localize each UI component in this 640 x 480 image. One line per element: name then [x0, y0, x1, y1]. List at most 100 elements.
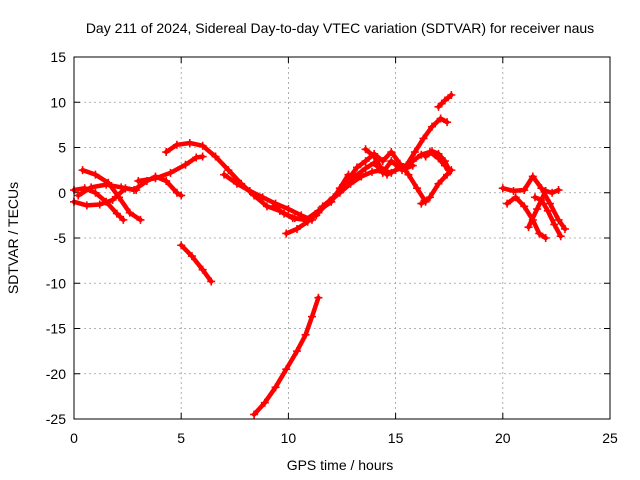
data-point	[548, 188, 557, 197]
x-tick-label: 10	[281, 430, 297, 446]
data-point	[537, 195, 546, 204]
y-tick-label: -25	[46, 411, 66, 427]
data-point	[443, 170, 452, 179]
series-trace	[251, 295, 321, 417]
data-point	[198, 141, 207, 150]
y-tick-label: -20	[46, 366, 66, 382]
data-point	[78, 166, 87, 175]
data-point	[498, 184, 507, 193]
x-tick-label: 0	[70, 430, 78, 446]
data-point	[198, 152, 207, 161]
data-point	[162, 148, 171, 157]
data-point	[102, 197, 111, 206]
series-arc18	[250, 293, 323, 419]
data-point	[232, 179, 241, 188]
data-point	[125, 208, 134, 217]
data-point	[541, 186, 550, 195]
data-point	[511, 193, 520, 202]
data-point	[82, 201, 91, 210]
data-point	[541, 234, 550, 242]
data-point	[528, 172, 537, 181]
data-point	[417, 199, 426, 208]
data-point	[177, 191, 186, 200]
series-arc4	[74, 172, 186, 200]
series-arc20	[503, 193, 550, 242]
data-point	[301, 330, 310, 339]
data-point	[329, 193, 338, 202]
data-point	[434, 179, 443, 188]
data-point	[112, 209, 121, 218]
data-point	[425, 193, 434, 202]
data-point	[290, 214, 299, 223]
data-point	[187, 252, 196, 261]
chart-title: Day 211 of 2024, Sidereal Day-to-day VTE…	[86, 20, 594, 36]
data-point	[130, 186, 139, 195]
series-arc8	[269, 170, 353, 224]
data-point	[440, 157, 449, 166]
series-trace	[76, 174, 184, 198]
series-arc13	[402, 114, 452, 170]
data-point	[520, 186, 529, 195]
data-point	[280, 209, 289, 218]
data-point	[314, 208, 323, 217]
plot-frame	[73, 56, 611, 420]
y-tick-label: 15	[50, 49, 66, 65]
data-point	[560, 224, 569, 233]
series-trace	[221, 172, 315, 223]
data-point	[342, 177, 351, 186]
data-point	[524, 223, 533, 232]
data-point	[434, 149, 443, 158]
data-point	[361, 145, 370, 154]
series-arc19	[498, 172, 569, 233]
data-point	[554, 186, 563, 195]
data-point	[434, 102, 443, 111]
series-trace	[136, 154, 205, 184]
data-point	[537, 184, 546, 193]
data-point	[383, 170, 392, 179]
data-point	[151, 174, 160, 183]
data-point	[119, 215, 128, 224]
data-point	[292, 224, 301, 233]
data-point	[172, 188, 181, 197]
series-trace	[284, 167, 394, 236]
data-point	[443, 118, 452, 127]
series-arc9	[282, 166, 396, 238]
data-point	[387, 157, 396, 166]
data-point	[361, 157, 370, 166]
data-point	[440, 96, 449, 105]
data-point	[258, 193, 267, 202]
x-tick-label: 5	[177, 430, 185, 446]
data-point	[307, 312, 316, 321]
series-arc22	[530, 193, 565, 241]
y-axis-label: SDTVAR / TECUs	[5, 182, 21, 294]
data-point	[245, 186, 254, 195]
series-arc16	[434, 91, 456, 111]
series-arc2	[78, 166, 145, 224]
data-point	[115, 193, 124, 202]
data-point	[535, 229, 544, 238]
series-arc11	[342, 148, 430, 206]
data-point	[447, 91, 456, 100]
data-point	[509, 186, 518, 195]
data-point	[198, 265, 207, 274]
data-point	[391, 166, 400, 175]
data-point	[550, 220, 559, 229]
data-point	[303, 217, 312, 226]
data-point	[428, 122, 437, 131]
data-point	[282, 229, 291, 238]
data-point	[95, 200, 104, 209]
y-tick-label: 0	[58, 185, 66, 201]
data-point	[260, 398, 269, 407]
data-point	[376, 163, 385, 172]
data-point	[370, 152, 379, 161]
data-point	[402, 161, 411, 170]
x-tick-label: 15	[388, 430, 404, 446]
data-point	[192, 153, 201, 162]
data-point	[378, 157, 387, 166]
data-point	[419, 134, 428, 143]
x-axis-label: GPS time / hours	[287, 457, 394, 473]
data-point	[361, 164, 370, 173]
series-trace	[344, 149, 428, 205]
data-point	[102, 180, 111, 189]
